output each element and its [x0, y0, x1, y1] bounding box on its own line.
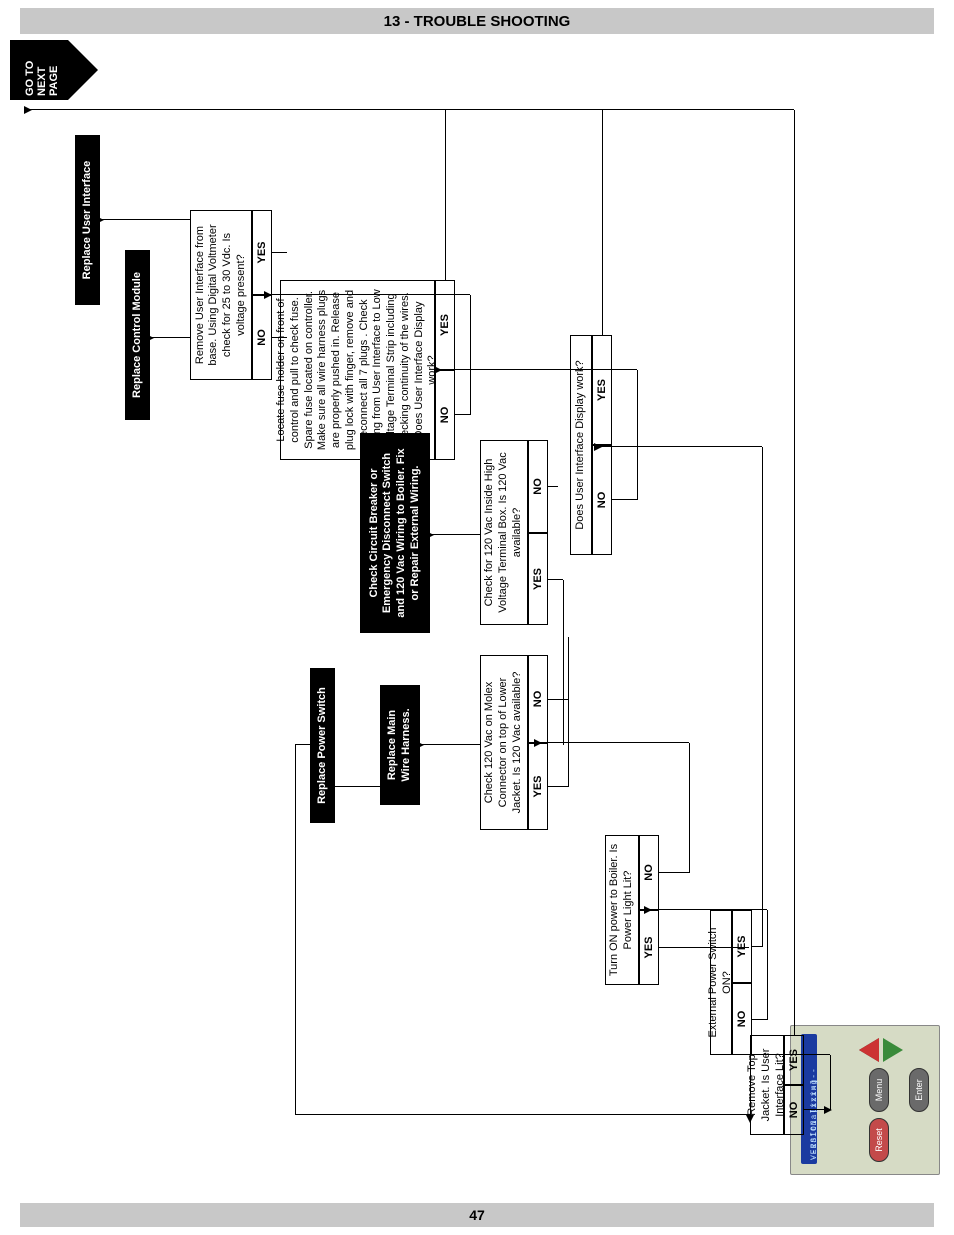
- line: [272, 252, 287, 253]
- line: [752, 1019, 767, 1020]
- line: [455, 414, 470, 415]
- q4-no: NO: [528, 655, 548, 743]
- q1-no: NO: [784, 1085, 804, 1135]
- arrowhead-down-icon: [146, 334, 154, 342]
- ui-panel-illustration: --Initializing-- VERSION [xxxx] Reset Me…: [790, 1025, 940, 1175]
- q7-no: NO: [435, 370, 455, 460]
- goto-next-label: GO TO NEXT PAGE: [16, 40, 68, 100]
- q3-no: NO: [639, 835, 659, 910]
- line: [650, 909, 767, 910]
- line: [659, 947, 749, 948]
- flowchart-container: --Initializing-- VERSION [xxxx] Reset Me…: [10, 40, 944, 1175]
- arrowhead-down-icon: [416, 741, 424, 749]
- line: [335, 786, 380, 787]
- q6-yes: YES: [592, 335, 612, 445]
- line: [548, 786, 568, 787]
- down-arrow-icon: [883, 1038, 903, 1062]
- q8-no: NO: [252, 295, 272, 380]
- line: [430, 534, 480, 535]
- section-title: 13 - TROUBLE SHOOTING: [384, 13, 571, 30]
- action-check-breaker: Check Circuit Breaker or Emergency Disco…: [360, 433, 430, 633]
- line: [752, 946, 762, 947]
- page-number: 47: [469, 1207, 485, 1223]
- q4-yes: YES: [528, 743, 548, 830]
- line: [602, 110, 603, 335]
- flowchart-canvas: --Initializing-- VERSION [xxxx] Reset Me…: [10, 40, 944, 1175]
- q6-box: Does User Interface Display work?: [570, 335, 592, 555]
- q2-box: External Power Switch ON?: [710, 910, 732, 1055]
- lcd-line-2: VERSION [xxxx]: [809, 1079, 820, 1160]
- line: [794, 110, 795, 1035]
- line: [470, 295, 471, 415]
- q3-box: Turn ON power to Boiler. Is Power Light …: [605, 835, 639, 985]
- line: [420, 744, 480, 745]
- action-replace-power-switch: Replace Power Switch: [310, 668, 335, 823]
- arrowhead-down-icon: [96, 216, 104, 224]
- line: [600, 446, 762, 447]
- enter-button: Enter: [909, 1068, 929, 1112]
- line: [295, 745, 296, 1115]
- line: [272, 337, 287, 338]
- reset-button: Reset: [869, 1118, 889, 1162]
- line: [563, 580, 564, 745]
- line: [830, 1055, 831, 1110]
- action-replace-harness: Replace Main Wire Harness.: [380, 685, 420, 805]
- goto-top-bar: [10, 40, 16, 100]
- arrowhead-down-icon: [24, 106, 32, 114]
- line: [659, 872, 689, 873]
- q8-yes: YES: [252, 210, 272, 295]
- q5-no: NO: [528, 440, 548, 533]
- q3-yes: YES: [639, 910, 659, 985]
- arrowhead-left-icon: [746, 1115, 754, 1123]
- line: [637, 370, 638, 500]
- section-title-bar: 13 - TROUBLE SHOOTING: [20, 8, 934, 34]
- menu-button: Menu: [869, 1068, 889, 1112]
- page-footer: 47: [20, 1203, 934, 1227]
- line: [762, 447, 763, 947]
- q5-yes: YES: [528, 533, 548, 625]
- goto-next-arrowhead: [68, 40, 136, 100]
- line: [689, 743, 690, 873]
- arrowhead-down-icon: [426, 531, 434, 539]
- up-arrow-icon: [859, 1038, 879, 1062]
- line: [767, 910, 768, 1020]
- line: [612, 499, 637, 500]
- q1-box: Remove Top Jacket. Is User Interface Lit…: [750, 1035, 784, 1135]
- line: [445, 110, 446, 280]
- line: [150, 337, 190, 338]
- line: [100, 219, 190, 220]
- line: [270, 294, 470, 295]
- line: [548, 699, 568, 700]
- line: [548, 486, 558, 487]
- line: [295, 1114, 750, 1115]
- line: [804, 1109, 824, 1110]
- line: [548, 579, 563, 580]
- q1-yes: YES: [784, 1035, 804, 1085]
- q8-box: Remove User Interface from base. Using D…: [190, 210, 252, 380]
- line: [740, 1054, 830, 1055]
- line: [30, 109, 794, 110]
- line: [295, 744, 310, 745]
- q6-no: NO: [592, 445, 612, 555]
- q5-box: Check for 120 Vac Inside High Voltage Te…: [480, 440, 528, 625]
- line: [568, 637, 569, 787]
- q2-no: NO: [732, 983, 752, 1055]
- q4-box: Check 120 Vac on Molex Connector on top …: [480, 655, 528, 830]
